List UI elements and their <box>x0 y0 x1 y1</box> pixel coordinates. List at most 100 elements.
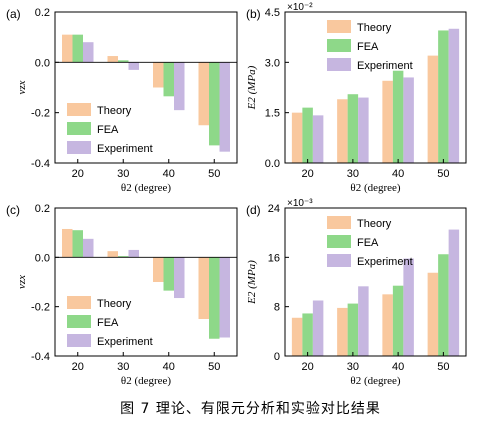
bar-fea-40 <box>392 285 404 356</box>
x-axis-label: θ2 (degree) <box>121 182 171 194</box>
y-tick-label: 0 <box>274 351 280 363</box>
bar-theory-50 <box>427 55 439 163</box>
x-tick-label: 50 <box>437 168 449 180</box>
bar-experiment-40 <box>174 62 185 111</box>
bar-fea-30 <box>347 94 359 163</box>
bar-experiment-50 <box>219 257 230 338</box>
bar-experiment-20 <box>83 238 94 258</box>
legend-label-fea: FEA <box>357 237 379 249</box>
y-axis-label: νzx <box>16 275 28 289</box>
x-tick-label: 50 <box>437 361 449 373</box>
y-tick-label: 0.2 <box>35 203 50 215</box>
bar-fea-20 <box>72 34 83 63</box>
bar-fea-30 <box>347 303 359 356</box>
bar-fea-20 <box>302 107 313 163</box>
x-tick-label: 30 <box>347 361 359 373</box>
bar-theory-40 <box>153 257 164 282</box>
legend-label-theory: Theory <box>357 218 392 230</box>
x-axis-label: θ2 (degree) <box>350 375 400 387</box>
y-tick-label: -0.4 <box>31 158 50 170</box>
y-tick-label: 3.0 <box>265 57 280 69</box>
x-axis-label: θ2 (degree) <box>350 182 400 194</box>
bar-experiment-20 <box>312 115 324 163</box>
bar-fea-40 <box>392 70 404 163</box>
legend-label-experiment: Experiment <box>357 60 413 72</box>
bar-theory-30 <box>337 99 348 163</box>
bar-experiment-30 <box>128 62 139 70</box>
y-axis-label: E2 (MPa) <box>246 65 258 110</box>
legend-swatch-fea <box>327 39 351 52</box>
y-tick-label: -0.2 <box>31 302 50 314</box>
legend-label-fea: FEA <box>97 124 119 136</box>
legend-swatch-theory <box>67 296 91 309</box>
legend-swatch-theory <box>327 20 351 33</box>
bar-experiment-40 <box>403 77 414 163</box>
bar-theory-40 <box>382 294 393 356</box>
x-tick-label: 40 <box>392 168 404 180</box>
y-tick-label: 24 <box>268 203 280 215</box>
bar-fea-40 <box>163 257 174 291</box>
bar-theory-50 <box>198 257 209 319</box>
legend-label-experiment: Experiment <box>97 336 153 348</box>
x-tick-label: 40 <box>163 361 175 373</box>
bar-theory-30 <box>337 307 348 356</box>
legend-label-theory: Theory <box>97 298 132 310</box>
x-tick-label: 50 <box>208 168 220 180</box>
bar-experiment-30 <box>358 286 369 356</box>
x-tick-label: 20 <box>72 361 84 373</box>
bar-fea-50 <box>209 257 220 339</box>
panel-label: (a) <box>6 7 21 21</box>
bar-fea-20 <box>302 313 313 356</box>
legend-swatch-theory <box>327 216 351 229</box>
y-tick-label: 0.0 <box>35 57 50 69</box>
legend-swatch-fea <box>327 235 351 248</box>
bar-fea-30 <box>118 256 129 258</box>
bar-experiment-40 <box>403 258 414 356</box>
legend-swatch-theory <box>67 103 91 116</box>
y-tick-label: 0.0 <box>265 158 280 170</box>
x-tick-label: 30 <box>347 168 359 180</box>
axis-multiplier: ×10⁻² <box>287 2 313 13</box>
legend-swatch-experiment <box>67 334 91 347</box>
bar-fea-50 <box>438 254 449 356</box>
bar-theory-20 <box>291 112 303 163</box>
bar-experiment-50 <box>448 28 460 164</box>
figure-caption: 图 7 理论、有限元分析和实验对比结果 <box>120 401 381 417</box>
x-axis-label: θ2 (degree) <box>121 375 171 387</box>
legend-swatch-fea <box>67 122 91 135</box>
x-tick-label: 30 <box>117 168 129 180</box>
plot-frame <box>54 207 238 357</box>
bar-theory-40 <box>382 80 393 163</box>
legend-label-theory: Theory <box>357 22 392 34</box>
bar-theory-20 <box>291 317 303 356</box>
panel-label: (b) <box>246 7 261 21</box>
bar-experiment-30 <box>128 249 139 258</box>
bar-fea-40 <box>163 62 174 97</box>
bar-theory-50 <box>198 62 209 126</box>
y-tick-label: 1.5 <box>265 108 280 120</box>
plot-frame <box>284 11 467 164</box>
bar-fea-20 <box>72 230 83 258</box>
axis-multiplier: ×10⁻³ <box>287 198 313 209</box>
x-tick-label: 40 <box>163 168 175 180</box>
bar-fea-50 <box>438 30 449 164</box>
legend-swatch-fea <box>67 315 91 328</box>
legend-label-fea: FEA <box>97 317 119 329</box>
x-tick-label: 30 <box>117 361 129 373</box>
plot-frame <box>284 207 467 357</box>
bar-theory-50 <box>427 272 439 356</box>
bar-theory-40 <box>153 62 164 88</box>
bar-fea-50 <box>209 62 220 146</box>
bar-theory-20 <box>62 228 73 258</box>
legend-label-experiment: Experiment <box>357 256 413 268</box>
bar-fea-30 <box>118 60 129 63</box>
bar-theory-30 <box>107 251 118 258</box>
bar-experiment-20 <box>83 42 94 63</box>
y-tick-label: 8 <box>274 302 280 314</box>
bar-experiment-50 <box>448 229 460 356</box>
bar-experiment-40 <box>174 257 185 299</box>
y-tick-label: 0.2 <box>35 7 50 19</box>
y-tick-label: -0.4 <box>31 351 50 363</box>
subplot-d: 24 16 8 0 20 30 40 50 θ2 (degree) E2 (MPa) (d) ×10⁻… <box>246 198 467 387</box>
panel-label: (c) <box>6 203 20 217</box>
